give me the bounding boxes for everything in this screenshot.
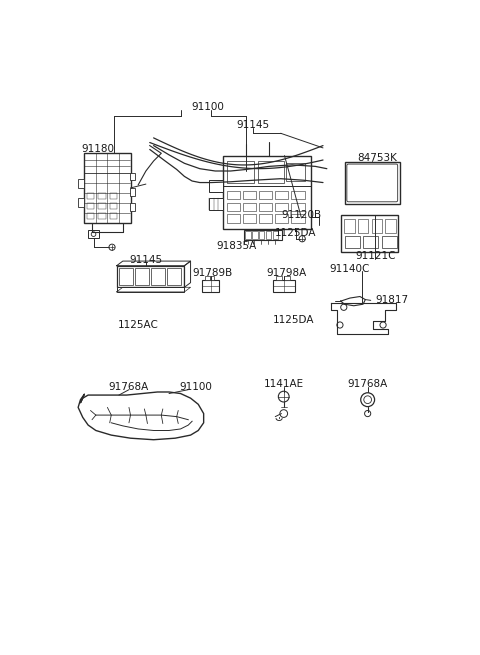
Bar bbox=[273, 280, 295, 292]
Text: 91817: 91817 bbox=[376, 295, 409, 305]
Bar bbox=[275, 214, 288, 223]
Bar bbox=[227, 191, 240, 200]
Bar bbox=[205, 276, 210, 280]
Bar bbox=[291, 214, 304, 223]
Bar bbox=[286, 162, 305, 181]
Circle shape bbox=[365, 411, 371, 417]
Bar bbox=[291, 191, 304, 200]
Circle shape bbox=[278, 391, 289, 402]
Text: 91140C: 91140C bbox=[330, 264, 370, 274]
Bar bbox=[117, 286, 184, 292]
Circle shape bbox=[341, 304, 347, 310]
Text: 91768A: 91768A bbox=[348, 379, 388, 389]
Bar bbox=[243, 214, 256, 223]
Bar bbox=[78, 198, 84, 207]
Bar bbox=[227, 161, 254, 183]
Bar bbox=[276, 276, 282, 280]
Text: 91100: 91100 bbox=[180, 382, 212, 392]
Text: 1141AE: 1141AE bbox=[264, 379, 304, 389]
Bar bbox=[131, 203, 135, 211]
Circle shape bbox=[361, 393, 374, 407]
Bar bbox=[344, 219, 355, 233]
Bar bbox=[98, 193, 106, 198]
Text: 91798A: 91798A bbox=[266, 269, 306, 278]
Text: 91835A: 91835A bbox=[216, 242, 257, 252]
Bar bbox=[131, 172, 135, 180]
Text: 91100: 91100 bbox=[191, 102, 224, 112]
Bar bbox=[259, 191, 272, 200]
Text: 84753K: 84753K bbox=[357, 153, 397, 163]
Bar bbox=[259, 202, 272, 211]
Text: 91121C: 91121C bbox=[355, 251, 396, 261]
Bar bbox=[382, 236, 397, 248]
Circle shape bbox=[337, 322, 343, 328]
Circle shape bbox=[109, 244, 115, 250]
Circle shape bbox=[91, 232, 96, 236]
Bar bbox=[243, 191, 256, 200]
Text: 91768A: 91768A bbox=[109, 382, 149, 392]
Bar bbox=[252, 231, 258, 239]
Text: 91145: 91145 bbox=[236, 120, 269, 130]
Bar bbox=[243, 202, 256, 211]
Bar bbox=[110, 202, 118, 209]
Bar bbox=[258, 161, 285, 183]
Bar bbox=[88, 231, 99, 238]
Circle shape bbox=[380, 322, 386, 328]
Bar bbox=[372, 219, 382, 233]
Bar bbox=[210, 276, 215, 280]
Bar bbox=[151, 268, 165, 285]
Bar bbox=[385, 219, 396, 233]
Bar bbox=[291, 202, 304, 211]
Text: 1125DA: 1125DA bbox=[273, 314, 314, 325]
Bar bbox=[135, 268, 149, 285]
Bar bbox=[363, 236, 378, 248]
Bar bbox=[244, 229, 282, 240]
Bar bbox=[86, 213, 94, 219]
Bar bbox=[98, 202, 106, 209]
Bar bbox=[168, 268, 181, 285]
Text: 91180: 91180 bbox=[81, 145, 114, 155]
Bar bbox=[110, 193, 118, 198]
Bar bbox=[209, 180, 223, 192]
Bar bbox=[358, 219, 369, 233]
Bar bbox=[209, 198, 223, 210]
Bar bbox=[275, 202, 288, 211]
Bar bbox=[275, 191, 288, 200]
Bar bbox=[84, 153, 131, 223]
Bar bbox=[117, 266, 184, 288]
Bar bbox=[345, 162, 400, 204]
Bar bbox=[78, 179, 84, 188]
Bar bbox=[110, 213, 118, 219]
Bar bbox=[223, 156, 312, 229]
Text: 91120B: 91120B bbox=[281, 210, 322, 220]
Bar bbox=[119, 268, 133, 285]
Text: 91145: 91145 bbox=[129, 255, 162, 265]
Bar bbox=[98, 213, 106, 219]
Bar bbox=[227, 214, 240, 223]
Bar bbox=[259, 214, 272, 223]
Bar bbox=[245, 231, 251, 239]
Bar bbox=[202, 280, 219, 292]
Bar bbox=[86, 193, 94, 198]
Circle shape bbox=[364, 396, 372, 403]
Bar bbox=[341, 215, 398, 252]
Text: 1125AC: 1125AC bbox=[118, 320, 158, 330]
Bar bbox=[86, 202, 94, 209]
Bar bbox=[131, 188, 135, 196]
Text: 1125DA: 1125DA bbox=[276, 227, 317, 238]
Bar bbox=[284, 276, 290, 280]
Bar bbox=[266, 231, 271, 239]
Bar bbox=[259, 231, 264, 239]
Circle shape bbox=[280, 409, 288, 417]
FancyBboxPatch shape bbox=[347, 164, 398, 202]
Bar bbox=[227, 202, 240, 211]
Bar bbox=[273, 231, 278, 239]
Text: 91789B: 91789B bbox=[192, 269, 232, 278]
Bar bbox=[345, 236, 360, 248]
Circle shape bbox=[299, 236, 305, 242]
